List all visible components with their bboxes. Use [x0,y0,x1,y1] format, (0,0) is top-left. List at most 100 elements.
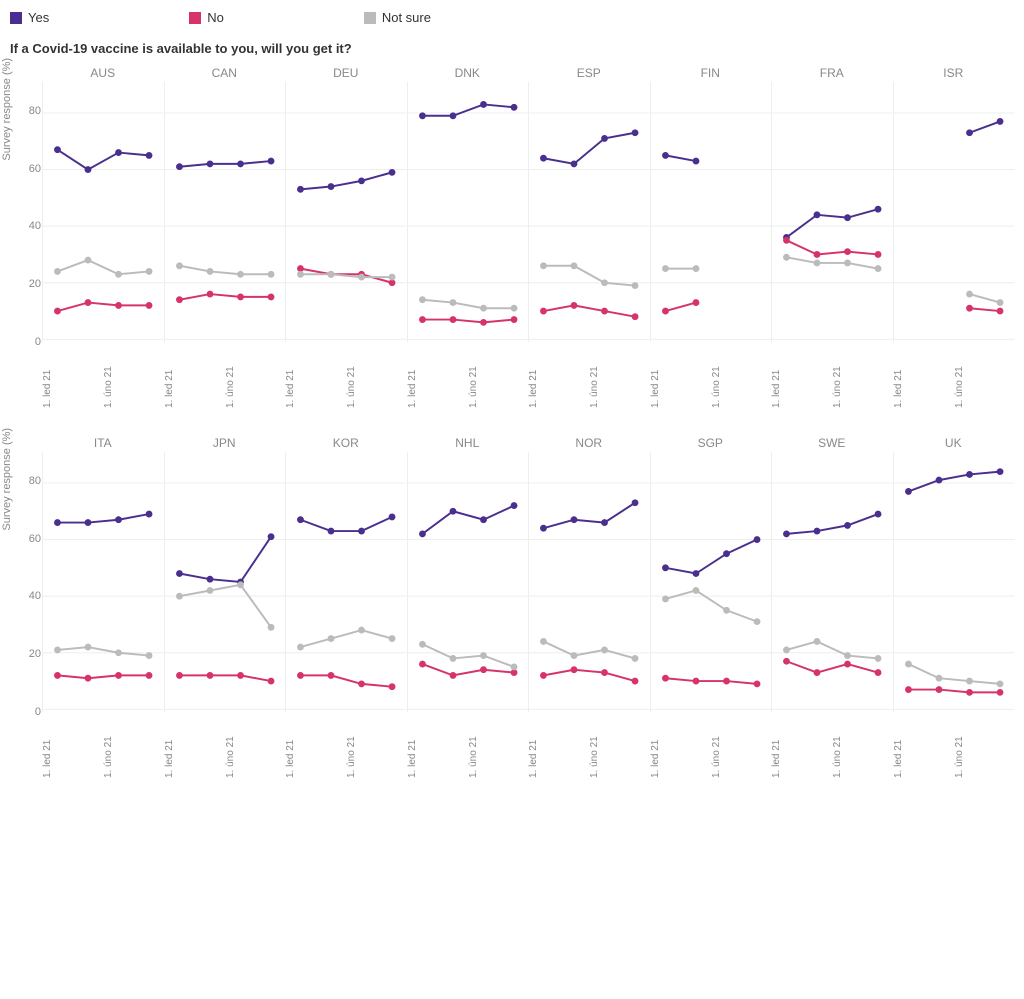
data-point [845,653,851,659]
x-tick: 1. úno 21 [832,770,892,778]
plot-area [407,452,529,712]
data-point [754,619,760,625]
data-point [207,268,213,274]
data-point [541,525,547,531]
x-tick: 1. úno 21 [103,400,163,408]
x-axis: 1. led 211. úno 21 [285,716,407,776]
data-point [328,528,334,534]
x-tick: 1. úno 21 [225,400,285,408]
data-point [662,266,668,272]
series-yes [908,472,1000,492]
plot-svg [165,452,286,712]
legend-label: No [207,10,224,25]
x-tick: 1. úno 21 [711,400,771,408]
chart-panel-sgp: SGP1. led 211. úno 21 [650,436,772,776]
legend-swatch [364,12,376,24]
plot-svg [286,82,407,342]
data-point [845,260,851,266]
plot-svg [286,452,407,712]
data-point [480,305,486,311]
series-not_sure [543,641,635,658]
data-point [784,237,790,243]
data-point [511,317,517,323]
data-point [237,271,243,277]
x-axis: 1. led 211. úno 21 [650,716,772,776]
data-point [571,161,577,167]
data-point [359,178,365,184]
data-point [571,667,577,673]
data-point [662,308,668,314]
x-tick: 1. úno 21 [103,770,163,778]
data-point [571,653,577,659]
data-point [207,291,213,297]
legend: YesNoNot sure [10,10,1014,25]
data-point [541,155,547,161]
x-tick: 1. led 21 [407,770,467,778]
series-not_sure [908,664,1000,684]
series-not_sure [300,630,392,647]
plot-area: Survey response (%)020406080 [42,82,164,342]
plot-area [164,82,286,342]
data-point [875,670,881,676]
data-point [55,308,61,314]
data-point [966,130,972,136]
data-point [450,672,456,678]
data-point [814,212,820,218]
data-point [571,263,577,269]
x-tick: 1. led 21 [771,770,831,778]
series-no [969,308,1000,311]
chart-panel-fin: FIN1. led 211. úno 21 [650,66,772,406]
data-point [298,186,304,192]
data-point [85,675,91,681]
chart-row: ITASurvey response (%)0204060801. led 21… [10,436,1014,776]
y-axis: 020406080 [21,82,41,342]
data-point [328,271,334,277]
data-point [359,528,365,534]
x-axis: 1. led 211. úno 21 [528,716,650,776]
panel-title: SWE [771,436,893,450]
legend-item: Yes [10,10,49,25]
data-point [905,687,911,693]
data-point [328,636,334,642]
data-point [997,118,1003,124]
data-point [268,158,274,164]
data-point [602,670,608,676]
data-point [116,672,122,678]
plot-area [285,452,407,712]
data-point [632,655,638,661]
x-axis: 1. led 211. úno 21 [771,716,893,776]
data-point [541,308,547,314]
x-tick: 1. led 21 [650,400,710,408]
data-point [480,653,486,659]
plot-area [771,82,893,342]
data-point [632,314,638,320]
data-point [389,514,395,520]
x-tick: 1. led 21 [771,400,831,408]
data-point [511,664,517,670]
data-point [55,647,61,653]
data-point [85,520,91,526]
data-point [814,670,820,676]
data-point [116,302,122,308]
plot-svg [772,452,893,712]
data-point [814,528,820,534]
data-point [480,667,486,673]
panel-title: AUS [42,66,164,80]
chart-panel-kor: KOR1. led 211. úno 21 [285,436,407,776]
x-tick: 1. led 21 [285,770,345,778]
data-point [146,672,152,678]
plot-area [407,82,529,342]
data-point [298,266,304,272]
data-point [723,607,729,613]
chart-panel-nor: NOR1. led 211. úno 21 [528,436,650,776]
data-point [389,169,395,175]
plot-area [528,452,650,712]
series-no [57,303,149,311]
x-axis: 1. led 211. úno 21 [893,346,1015,406]
data-point [176,672,182,678]
data-point [966,305,972,311]
plot-svg [43,452,164,712]
data-point [602,647,608,653]
plot-area [893,82,1015,342]
x-axis: 1. led 211. úno 21 [407,346,529,406]
